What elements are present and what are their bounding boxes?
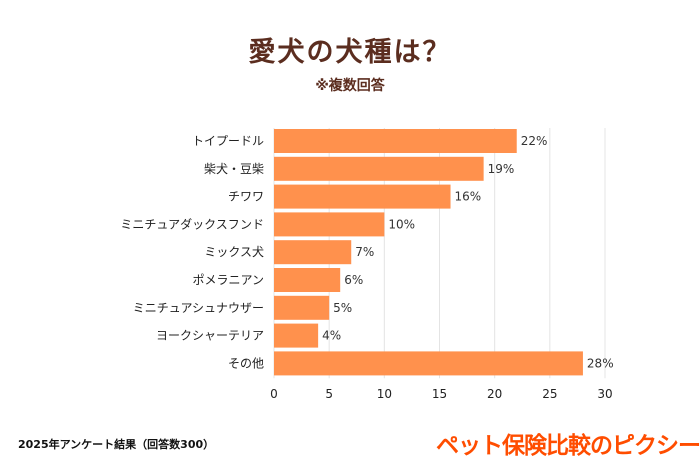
category-label: ミニチュアシュナウザー: [133, 301, 264, 315]
category-label: 柴犬・豆柴: [204, 162, 264, 176]
category-label: チワワ: [228, 190, 264, 204]
x-tick-label: 25: [542, 387, 557, 401]
category-label: ポメラニアン: [192, 273, 264, 287]
x-tick-label: 20: [487, 387, 502, 401]
category-label: ミニチュアダックスフンド: [120, 216, 264, 231]
brand-logo: ペット保険比較のピクシー: [436, 433, 700, 459]
bar: [274, 212, 385, 237]
value-label: 4%: [322, 329, 341, 343]
chart-title: 愛犬の犬種は？: [248, 37, 452, 68]
bar: [274, 323, 319, 348]
category-label: トイプードル: [192, 134, 264, 148]
bar: [274, 240, 352, 265]
category-label: ミックス犬: [204, 245, 264, 259]
category-label: その他: [228, 356, 264, 370]
bar: [274, 268, 341, 292]
bar: [274, 184, 451, 209]
bar: [274, 156, 484, 181]
bar: [274, 295, 330, 320]
bar: [274, 351, 583, 376]
x-tick-label: 5: [325, 387, 333, 401]
chart-subtitle: ※複数回答: [315, 78, 385, 94]
x-tick-label: 0: [270, 387, 278, 401]
value-label: 10%: [388, 217, 415, 231]
footnote: 2025年アンケート結果（回答数300）: [18, 438, 215, 451]
value-label: 6%: [344, 273, 363, 287]
x-tick-label: 15: [432, 387, 447, 401]
value-label: 5%: [333, 301, 352, 315]
value-label: 19%: [488, 162, 515, 176]
x-tick-label: 10: [377, 387, 392, 401]
value-label: 28%: [587, 356, 614, 370]
x-tick-label: 30: [597, 387, 612, 401]
value-label: 7%: [355, 245, 374, 259]
category-label: ヨークシャーテリア: [156, 329, 264, 343]
value-label: 16%: [455, 190, 482, 204]
bar: [274, 129, 517, 153]
value-label: 22%: [521, 134, 548, 148]
